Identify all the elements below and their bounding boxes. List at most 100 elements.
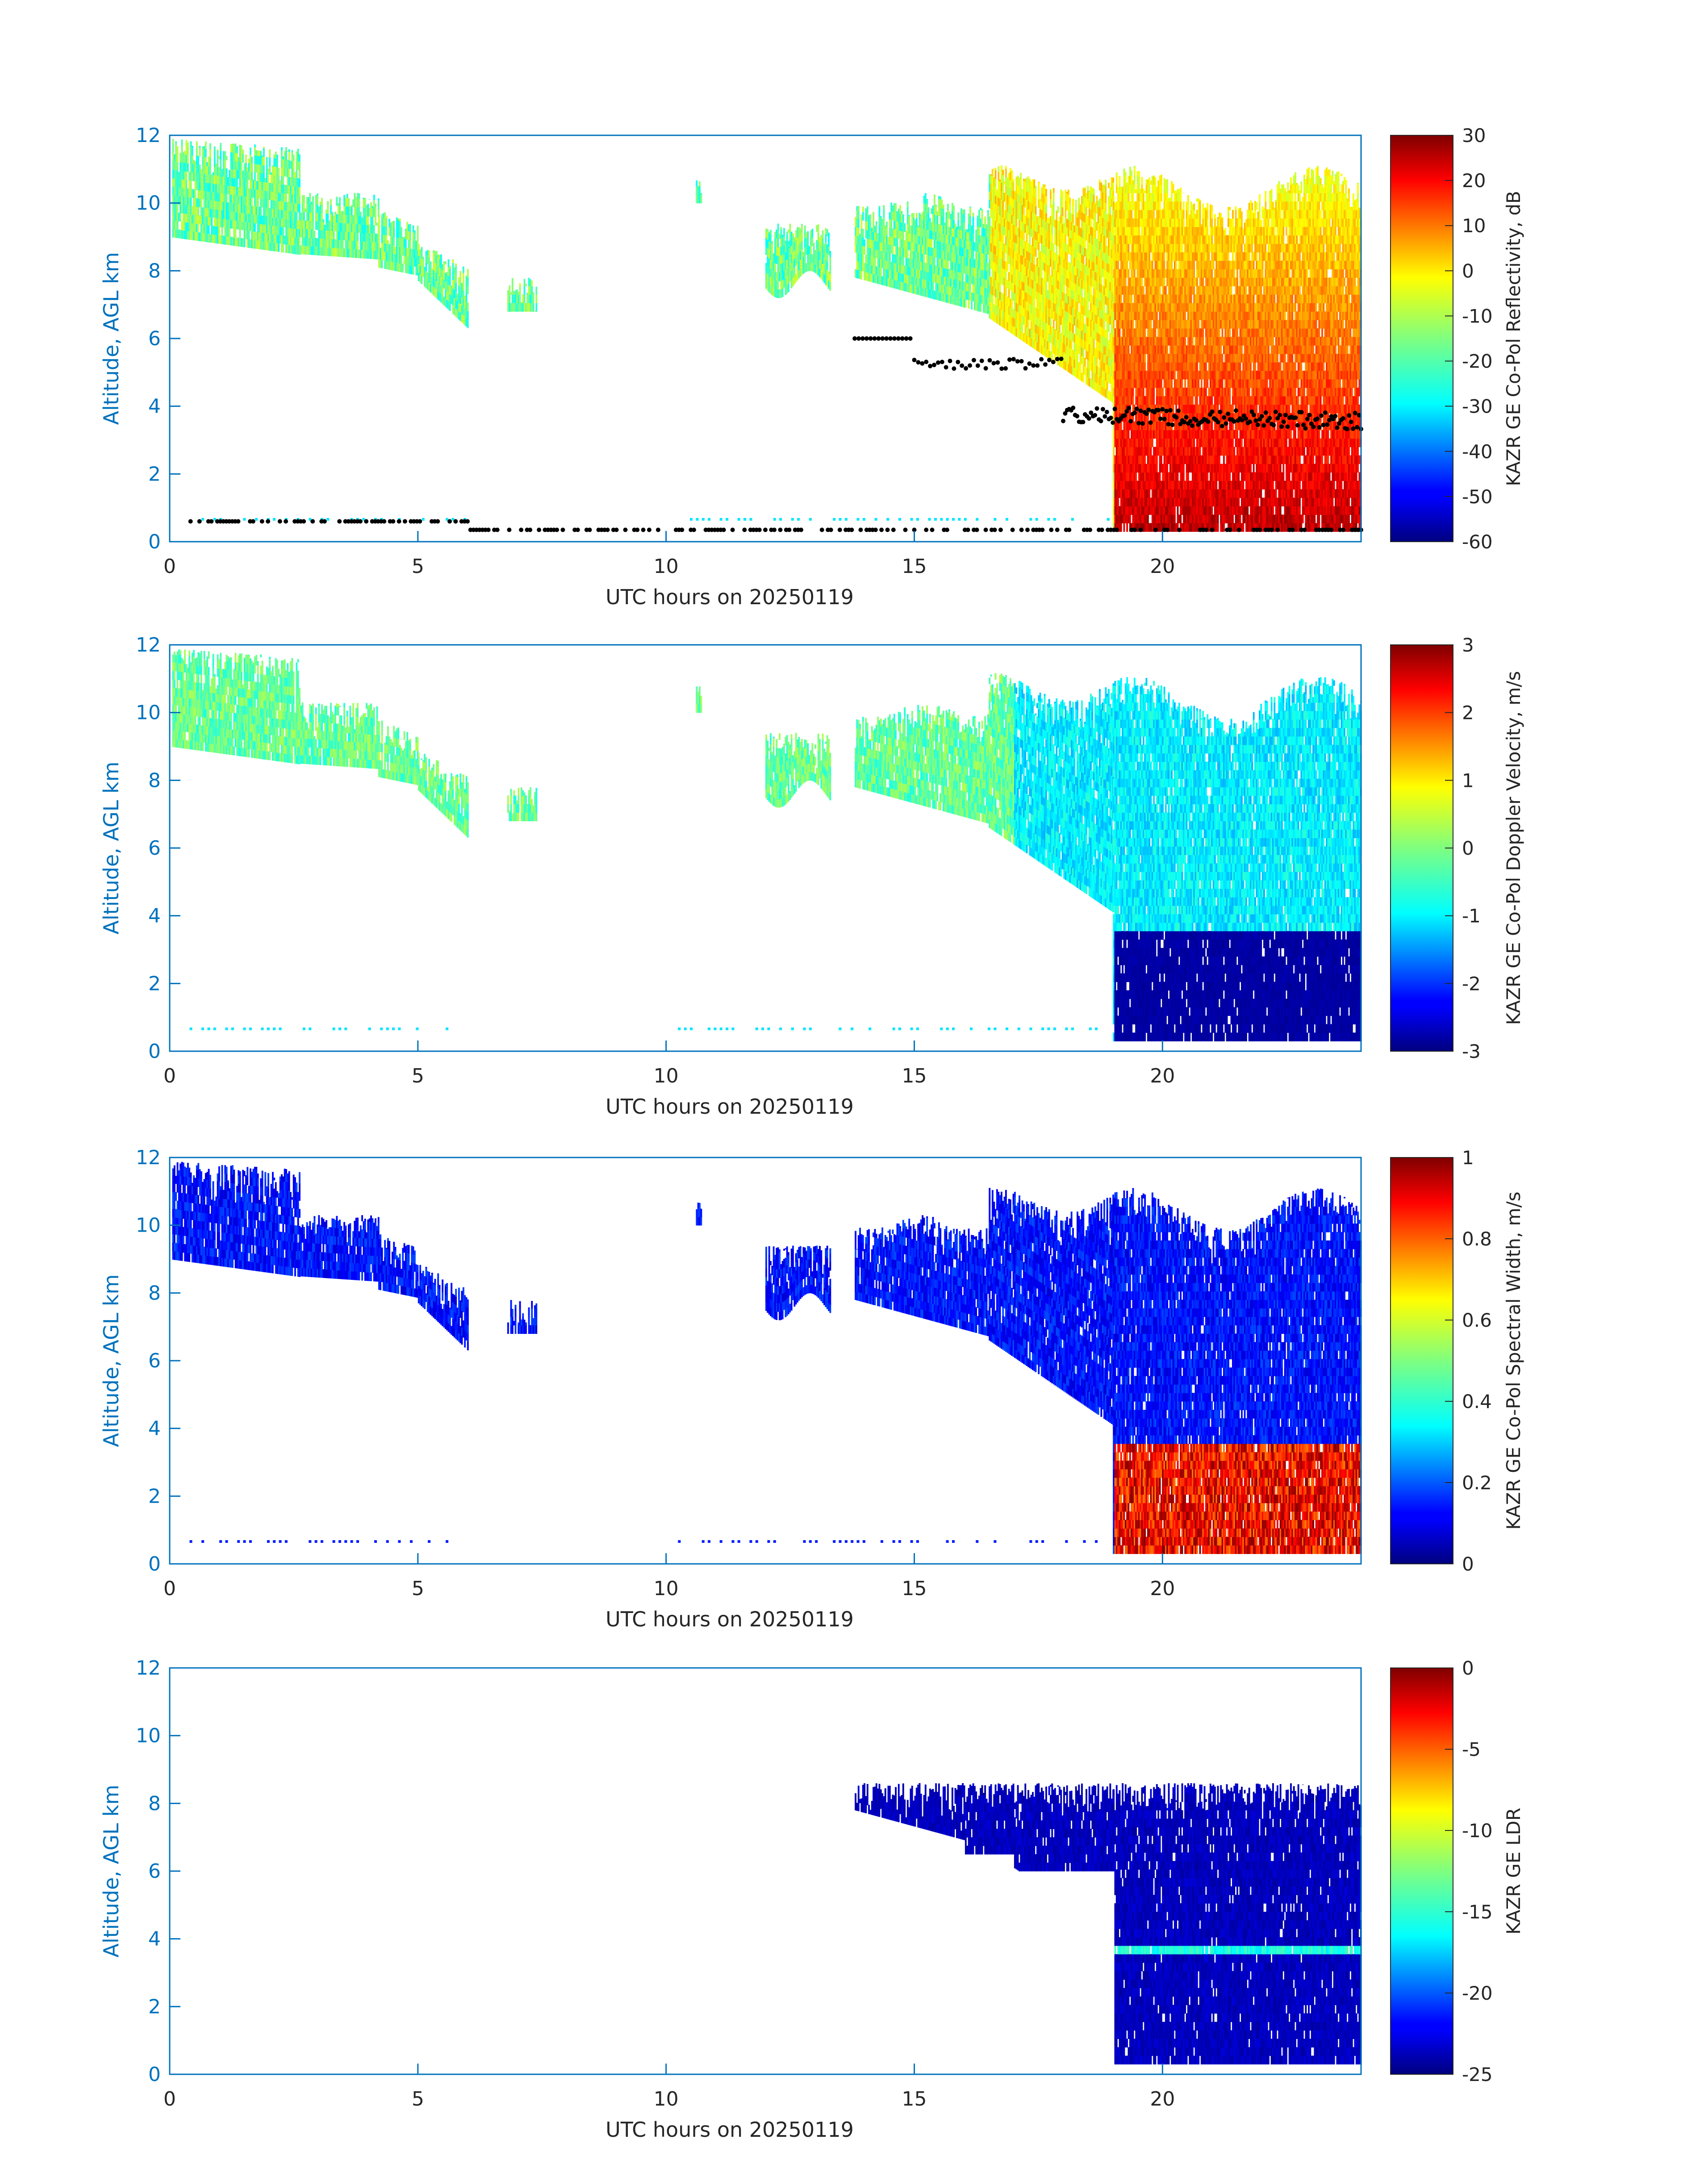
- heatmap-cell: [226, 194, 228, 203]
- heatmap-cell: [230, 194, 232, 203]
- heatmap-cell: [196, 141, 198, 147]
- heatmap-cell: [260, 241, 262, 250]
- figure: 0 5 10 15 20024681012UTC hours on 20250119Al…: [0, 0, 1708, 2177]
- heatmap-cell: [175, 204, 177, 213]
- heatmap-cell: [246, 180, 248, 188]
- heatmap-cell: [253, 223, 255, 232]
- heatmap-cell: [235, 170, 237, 179]
- heatmap-cell: [184, 213, 186, 222]
- heatmap-cell: [251, 197, 253, 206]
- heatmap-cell: [218, 218, 220, 227]
- heatmap-cell: [175, 145, 177, 154]
- heatmap-cell: [218, 235, 220, 244]
- heatmap-cell: [230, 160, 232, 169]
- heatmap-cell: [239, 145, 241, 154]
- heatmap-cell: [254, 145, 256, 147]
- heatmap-cell: [205, 149, 207, 158]
- heatmap-cell: [209, 234, 211, 243]
- heatmap-cell: [248, 159, 250, 163]
- heatmap-cell: [196, 147, 198, 156]
- heatmap-cell: [218, 156, 220, 159]
- heatmap-cell: [184, 180, 186, 188]
- heatmap-cell: [255, 232, 257, 241]
- heatmap-cell: [248, 231, 250, 240]
- heatmap-cell: [223, 159, 225, 168]
- heatmap-cell: [235, 153, 237, 162]
- heatmap-cell: [260, 207, 262, 216]
- heatmap-cell: [235, 221, 237, 230]
- heatmap-cell: [214, 226, 216, 235]
- heatmap-cell: [244, 213, 246, 222]
- heatmap-cell: [266, 157, 268, 166]
- heatmap-cell: [196, 224, 198, 233]
- heatmap-cell: [188, 171, 190, 172]
- heatmap-cell: [197, 224, 199, 233]
- heatmap-cell: [200, 182, 202, 191]
- heatmap-cell: [193, 164, 195, 173]
- heatmap-cell: [205, 191, 207, 200]
- heatmap-cell: [269, 157, 271, 166]
- heatmap-cell: [175, 221, 177, 230]
- heatmap-cell: [223, 185, 225, 194]
- heatmap-cell: [214, 234, 216, 243]
- heatmap-cell: [184, 171, 186, 180]
- heatmap-cell: [180, 230, 181, 239]
- heatmap-cell: [235, 212, 237, 221]
- heatmap-cell: [230, 186, 232, 195]
- heatmap-cell: [180, 179, 181, 188]
- heatmap-cell: [269, 225, 271, 234]
- heatmap-cell: [188, 222, 190, 231]
- heatmap-cell: [264, 191, 266, 200]
- heatmap-cell: [255, 150, 257, 155]
- heatmap-cell: [172, 144, 174, 153]
- heatmap-cell: [188, 205, 190, 214]
- heatmap-cell: [223, 176, 225, 185]
- heatmap-cell: [248, 222, 250, 231]
- heatmap-cell: [209, 175, 211, 184]
- heatmap-cell: [239, 204, 241, 213]
- heatmap-cell: [235, 178, 237, 187]
- heatmap-cell: [193, 206, 195, 215]
- heatmap-cell: [188, 197, 190, 206]
- heatmap-cell: [214, 175, 216, 184]
- heatmap-cell: [193, 215, 195, 224]
- heatmap-cell: [242, 154, 244, 163]
- heatmap-cell: [251, 157, 253, 163]
- heatmap-cell: [239, 196, 241, 205]
- heatmap-cell: [230, 220, 232, 229]
- heatmap-cell: [248, 205, 250, 214]
- heatmap-cell: [209, 217, 211, 226]
- heatmap-cell: [260, 224, 262, 233]
- heatmap-cell: [218, 184, 220, 193]
- heatmap-cell: [218, 201, 220, 210]
- heatmap-cell: [239, 153, 241, 162]
- heatmap-cell: [214, 158, 216, 167]
- heatmap-cell: [236, 146, 238, 153]
- heatmap-cell: [175, 212, 177, 221]
- heatmap-cell: [235, 237, 237, 246]
- heatmap-cell: [269, 150, 271, 158]
- heatmap-cell: [184, 196, 186, 205]
- heatmap-cell: [175, 162, 177, 171]
- heatmap-cell: [209, 192, 211, 201]
- heatmap-cell: [177, 221, 179, 230]
- heatmap-cell: [220, 143, 221, 151]
- heatmap-cell: [226, 168, 228, 177]
- heatmap-cell: [263, 157, 265, 166]
- heatmap-cell: [180, 171, 181, 180]
- heatmap-cell: [244, 221, 246, 230]
- heatmap-cell: [196, 198, 198, 207]
- heatmap-cell: [188, 214, 190, 223]
- heatmap-cell: [269, 242, 271, 251]
- heatmap-cell: [209, 183, 211, 192]
- heatmap-cell: [244, 238, 246, 247]
- heatmap-cell: [269, 208, 271, 217]
- heatmap-cell: [267, 174, 269, 183]
- heatmap-cell: [226, 236, 228, 245]
- heatmap-cell: [223, 151, 225, 160]
- heatmap-cell: [196, 232, 198, 241]
- heatmap-cell: [226, 228, 228, 237]
- heatmap-cell: [235, 229, 237, 238]
- heatmap-cell: [260, 151, 262, 156]
- heatmap-cell: [209, 209, 211, 217]
